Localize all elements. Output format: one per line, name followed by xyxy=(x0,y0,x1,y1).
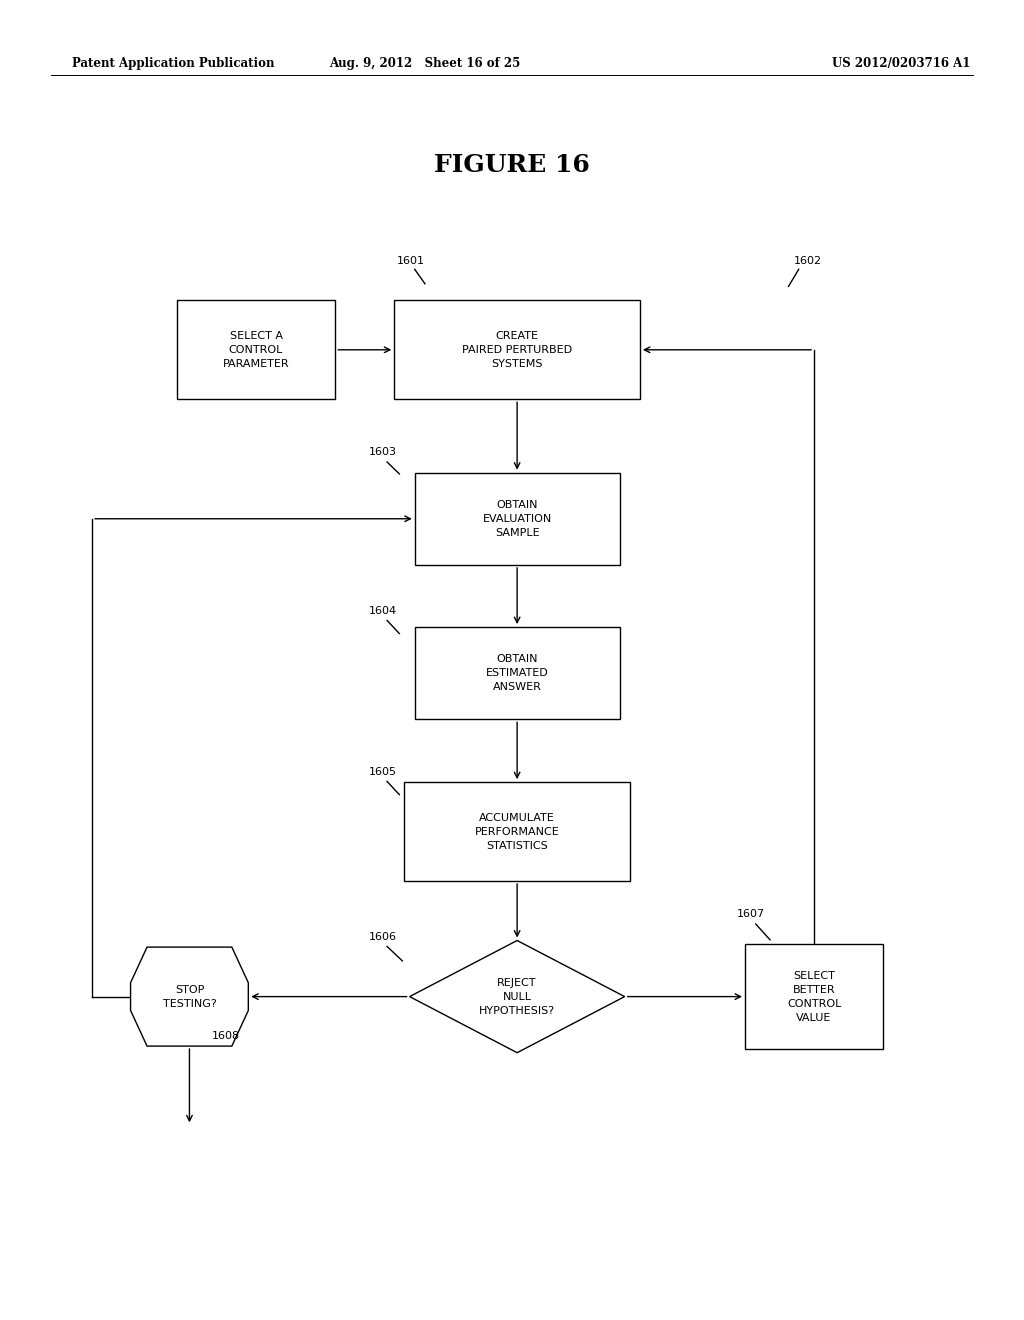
Text: 1603: 1603 xyxy=(369,447,396,458)
Text: SELECT
BETTER
CONTROL
VALUE: SELECT BETTER CONTROL VALUE xyxy=(786,970,842,1023)
Text: US 2012/0203716 A1: US 2012/0203716 A1 xyxy=(831,57,971,70)
Text: 1608: 1608 xyxy=(212,1031,240,1041)
Text: SELECT A
CONTROL
PARAMETER: SELECT A CONTROL PARAMETER xyxy=(222,331,290,368)
Text: 1601: 1601 xyxy=(397,256,425,267)
Text: 1604: 1604 xyxy=(369,606,396,616)
Text: OBTAIN
EVALUATION
SAMPLE: OBTAIN EVALUATION SAMPLE xyxy=(482,500,552,537)
Polygon shape xyxy=(131,948,248,1045)
FancyBboxPatch shape xyxy=(415,473,620,565)
Text: ACCUMULATE
PERFORMANCE
STATISTICS: ACCUMULATE PERFORMANCE STATISTICS xyxy=(475,813,559,850)
Text: 1602: 1602 xyxy=(794,256,821,267)
FancyBboxPatch shape xyxy=(176,301,336,399)
Text: OBTAIN
ESTIMATED
ANSWER: OBTAIN ESTIMATED ANSWER xyxy=(485,655,549,692)
Text: 1607: 1607 xyxy=(737,909,765,920)
FancyBboxPatch shape xyxy=(394,301,640,399)
Polygon shape xyxy=(410,940,625,1053)
FancyBboxPatch shape xyxy=(745,944,883,1049)
Text: 1606: 1606 xyxy=(369,932,396,942)
Text: FIGURE 16: FIGURE 16 xyxy=(434,153,590,177)
Text: Patent Application Publication: Patent Application Publication xyxy=(72,57,274,70)
Text: Aug. 9, 2012   Sheet 16 of 25: Aug. 9, 2012 Sheet 16 of 25 xyxy=(330,57,520,70)
Text: CREATE
PAIRED PERTURBED
SYSTEMS: CREATE PAIRED PERTURBED SYSTEMS xyxy=(462,331,572,368)
FancyBboxPatch shape xyxy=(415,627,620,719)
Text: 1605: 1605 xyxy=(369,767,396,777)
Text: STOP
TESTING?: STOP TESTING? xyxy=(163,985,216,1008)
Text: REJECT
NULL
HYPOTHESIS?: REJECT NULL HYPOTHESIS? xyxy=(479,978,555,1015)
FancyBboxPatch shape xyxy=(404,781,630,882)
